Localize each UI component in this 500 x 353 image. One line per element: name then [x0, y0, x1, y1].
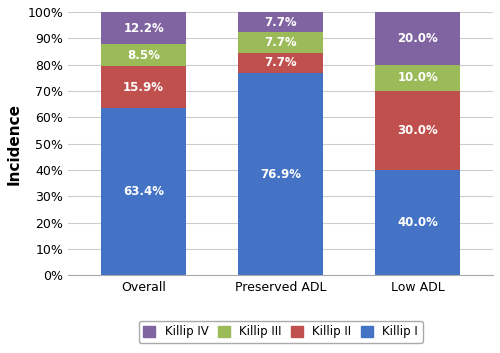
Bar — [101, 108, 186, 275]
Bar — [375, 65, 460, 91]
Text: 63.4%: 63.4% — [123, 185, 164, 198]
Text: 40.0%: 40.0% — [397, 216, 438, 229]
Y-axis label: Incidence: Incidence — [7, 103, 22, 185]
Text: 7.7%: 7.7% — [264, 36, 297, 49]
Bar — [238, 12, 323, 32]
Text: 7.7%: 7.7% — [264, 16, 297, 29]
Bar — [101, 44, 186, 66]
Bar — [101, 66, 186, 108]
Bar — [238, 32, 323, 53]
Text: 20.0%: 20.0% — [398, 32, 438, 45]
Bar — [238, 53, 323, 73]
Text: 12.2%: 12.2% — [123, 22, 164, 35]
Bar — [375, 12, 460, 65]
Legend: Killip IV, Killip III, Killip II, Killip I: Killip IV, Killip III, Killip II, Killip… — [138, 321, 422, 343]
Bar — [238, 73, 323, 275]
Bar — [375, 91, 460, 170]
Text: 76.9%: 76.9% — [260, 168, 301, 181]
Text: 15.9%: 15.9% — [123, 81, 164, 94]
Text: 8.5%: 8.5% — [127, 49, 160, 62]
Text: 30.0%: 30.0% — [398, 124, 438, 137]
Text: 7.7%: 7.7% — [264, 56, 297, 69]
Bar — [101, 12, 186, 44]
Bar — [375, 170, 460, 275]
Text: 10.0%: 10.0% — [398, 71, 438, 84]
